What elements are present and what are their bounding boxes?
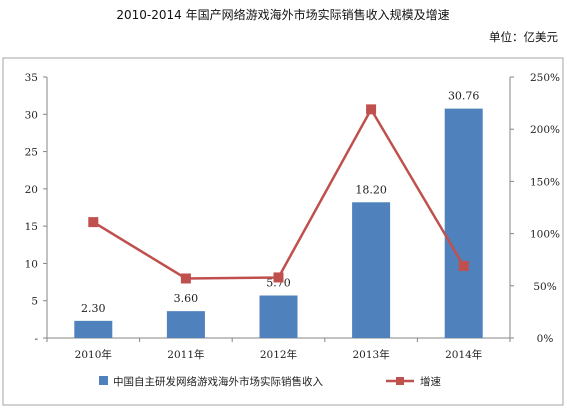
x-tick-label: 2012年 — [260, 348, 297, 361]
plot-area: - 5 10 15 20 25 30 35 0% 50% 100% 150% 200% 250% 2010年… — [25, 72, 560, 361]
legend-label-line: 增速 — [420, 375, 441, 388]
growth-marker — [366, 104, 377, 115]
bar — [166, 311, 205, 338]
y-tick-label-right: 200% — [530, 124, 560, 136]
bar — [352, 202, 391, 338]
x-tick-label: 2010年 — [75, 348, 112, 361]
bar — [444, 108, 483, 338]
y-tick-label-right: 250% — [530, 72, 560, 84]
bar-value-label: 30.76 — [448, 90, 480, 103]
x-tick-label: 2013年 — [352, 348, 389, 361]
y-tick-label-left: 10 — [25, 258, 38, 270]
y-tick-label-left: 20 — [25, 184, 38, 196]
x-tick-label: 2014年 — [445, 348, 482, 361]
y-tick-label-left: 5 — [31, 296, 38, 308]
y-tick-label-right: 150% — [530, 176, 560, 188]
y-tick-label-left: 30 — [25, 109, 38, 121]
y-tick-label-left: - — [34, 333, 38, 345]
y-tick-label-left: 35 — [25, 72, 38, 84]
bar-value-label: 2.30 — [81, 302, 106, 315]
y-tick-label-left: 25 — [25, 147, 38, 159]
growth-marker — [88, 217, 99, 228]
y-tick-label-right: 100% — [530, 229, 560, 241]
chart-frame — [2, 57, 564, 406]
x-tick-label: 2011年 — [167, 348, 204, 361]
y-tick-label-right: 50% — [533, 281, 556, 293]
growth-marker — [458, 260, 469, 271]
legend-swatch-marker — [396, 377, 404, 385]
growth-marker — [180, 273, 191, 284]
growth-marker — [273, 272, 284, 283]
bar — [259, 295, 298, 338]
bar-value-label: 18.20 — [355, 183, 387, 196]
legend: 中国自主研发网络游戏海外市场实际销售收入 增速 — [99, 375, 441, 388]
unit-label: 单位：亿美元 — [489, 30, 558, 44]
growth-line — [92, 106, 465, 280]
legend-swatch-bar — [99, 376, 108, 385]
y-tick-label-left: 15 — [25, 221, 38, 233]
y-tick-label-right: 0% — [537, 333, 554, 345]
legend-label-bar: 中国自主研发网络游戏海外市场实际销售收入 — [113, 375, 323, 388]
bar-value-label: 5.70 — [266, 276, 291, 289]
bar — [74, 320, 113, 338]
bar-value-label: 3.60 — [174, 292, 199, 305]
chart-title: 2010-2014 年国产网络游戏海外市场实际销售收入规模及增速 — [116, 7, 449, 22]
